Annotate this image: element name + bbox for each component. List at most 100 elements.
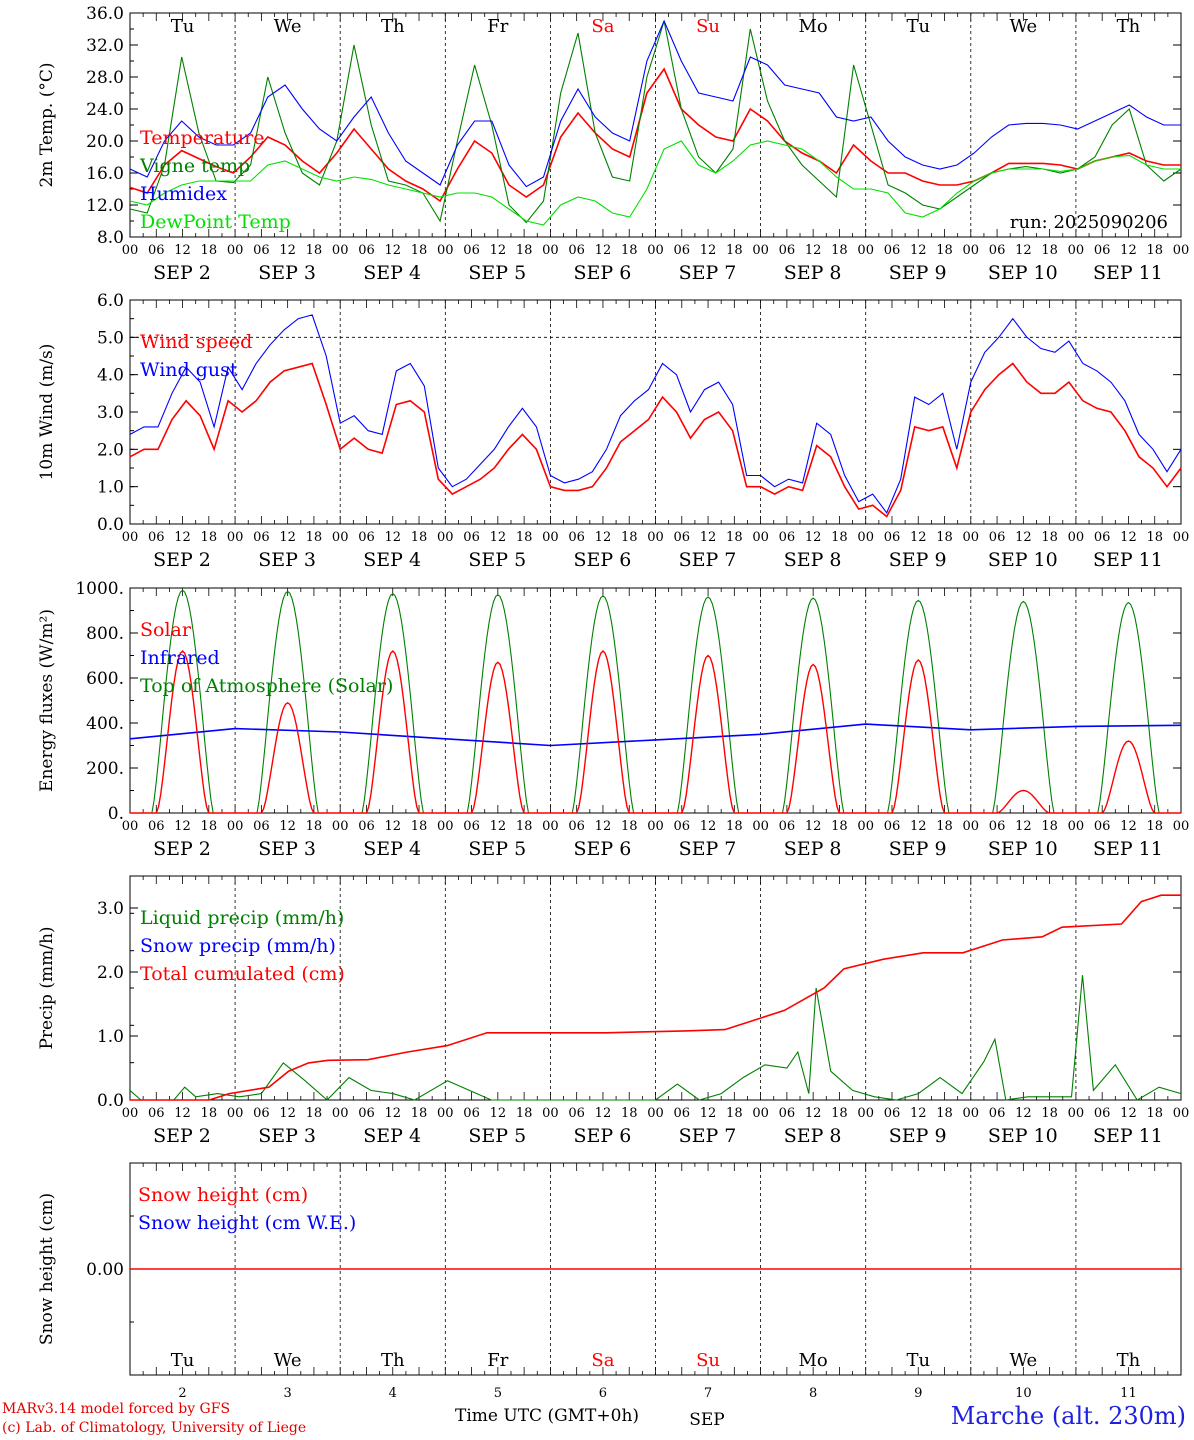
hour-tick-label: 00 bbox=[1173, 243, 1190, 258]
hour-tick-label: 12 bbox=[279, 243, 296, 258]
date-label: SEP 8 bbox=[784, 262, 842, 284]
y-tick-label: 36.0 bbox=[86, 4, 124, 24]
hour-tick-label: 00 bbox=[857, 243, 874, 258]
date-label: SEP 2 bbox=[153, 838, 211, 860]
hour-tick-label: 00 bbox=[857, 530, 874, 545]
hour-tick-label: 12 bbox=[384, 819, 401, 834]
hour-tick-label: 00 bbox=[227, 243, 244, 258]
legend-entry: Wind gust bbox=[140, 359, 238, 381]
hour-tick-label: 06 bbox=[989, 530, 1006, 545]
hour-tick-label: 12 bbox=[595, 530, 612, 545]
date-label: SEP 3 bbox=[258, 838, 316, 860]
hour-tick-label: 06 bbox=[463, 819, 480, 834]
hour-tick-label: 00 bbox=[227, 530, 244, 545]
y-axis-title: 10m Wind (m/s) bbox=[37, 344, 57, 481]
hour-tick-label: 18 bbox=[411, 243, 428, 258]
y-tick-label: 0.0 bbox=[97, 515, 124, 535]
y-tick-label: 4.0 bbox=[97, 366, 124, 386]
y-tick-label: 0. bbox=[108, 804, 124, 824]
weekday-label: Sa bbox=[591, 1350, 614, 1371]
y-tick-label: 1.0 bbox=[97, 1027, 124, 1047]
series-temperature bbox=[129, 67, 1181, 203]
hour-tick-label: 06 bbox=[779, 1106, 796, 1121]
hour-tick-label: 12 bbox=[805, 530, 822, 545]
date-label: SEP 10 bbox=[988, 1125, 1058, 1147]
hour-tick-label: 18 bbox=[411, 819, 428, 834]
hour-tick-label: 06 bbox=[358, 819, 375, 834]
hour-tick-label: 06 bbox=[674, 530, 691, 545]
y-tick-label: 0.00 bbox=[86, 1260, 124, 1280]
y-tick-label: 1.0 bbox=[97, 478, 124, 498]
hour-tick-label: 12 bbox=[174, 530, 191, 545]
date-label: SEP 3 bbox=[258, 262, 316, 284]
copyright: (c) Lab. of Climatology, University of L… bbox=[2, 1420, 307, 1436]
hour-tick-label: 12 bbox=[384, 530, 401, 545]
date-label: SEP 8 bbox=[784, 1125, 842, 1147]
hour-tick-label: 12 bbox=[490, 243, 507, 258]
legend-entry: Snow height (cm) bbox=[138, 1184, 308, 1206]
hour-tick-label: 06 bbox=[568, 1106, 585, 1121]
hour-tick-label: 06 bbox=[358, 530, 375, 545]
date-label: SEP 5 bbox=[468, 1125, 526, 1147]
hour-tick-label: 00 bbox=[1068, 243, 1085, 258]
series-wind-speed bbox=[129, 362, 1182, 518]
y-tick-label: 32.0 bbox=[86, 36, 124, 56]
hour-tick-label: 18 bbox=[621, 243, 638, 258]
hour-tick-label: 06 bbox=[884, 530, 901, 545]
hour-tick-label: 18 bbox=[621, 819, 638, 834]
hour-tick-label: 00 bbox=[752, 530, 769, 545]
hour-tick-label: 00 bbox=[963, 819, 980, 834]
hour-tick-label: 18 bbox=[831, 530, 848, 545]
panel-2: 0.0 1.0 2.0 3.0 4.0 5.0 6.0 10m Wind (m/s) Wind … bbox=[37, 291, 1189, 571]
hour-tick-label: 12 bbox=[805, 243, 822, 258]
hour-tick-label: 00 bbox=[332, 243, 349, 258]
hour-tick-label: 00 bbox=[752, 819, 769, 834]
y-tick-label: 400. bbox=[86, 714, 124, 734]
date-label: SEP 6 bbox=[573, 838, 631, 860]
date-label: SEP 6 bbox=[573, 549, 631, 571]
hour-tick-label: 06 bbox=[1094, 819, 1111, 834]
date-label: SEP 6 bbox=[573, 1125, 631, 1147]
hour-tick-label: 18 bbox=[306, 530, 323, 545]
hour-tick-label: 12 bbox=[279, 819, 296, 834]
hour-tick-label: 12 bbox=[490, 1106, 507, 1121]
y-axis-title: Precip (mm/h) bbox=[37, 926, 57, 1049]
day-number-label: 11 bbox=[1120, 1386, 1137, 1401]
hour-tick-label: 00 bbox=[963, 1106, 980, 1121]
hour-tick-label: 00 bbox=[857, 1106, 874, 1121]
hour-tick-label: 00 bbox=[1173, 1106, 1190, 1121]
hour-tick-label: 06 bbox=[884, 243, 901, 258]
y-tick-label: 0.0 bbox=[97, 1091, 124, 1111]
legend-entry: Solar bbox=[140, 619, 192, 641]
panel-1: 8.0 12.0 16.0 20.0 24.0 28.0 32.0 36.0 2m Temp. … bbox=[37, 4, 1189, 284]
hour-tick-label: 06 bbox=[253, 530, 270, 545]
run-label: run: 2025090206 bbox=[1010, 212, 1168, 233]
hour-tick-label: 00 bbox=[542, 243, 559, 258]
y-tick-label: 16.0 bbox=[86, 164, 124, 184]
date-label: SEP 3 bbox=[258, 549, 316, 571]
hour-tick-label: 12 bbox=[595, 243, 612, 258]
hour-tick-label: 18 bbox=[516, 530, 533, 545]
series-solar bbox=[130, 649, 1181, 814]
hour-tick-label: 12 bbox=[1120, 1106, 1137, 1121]
day-number-label: 3 bbox=[284, 1386, 292, 1401]
hour-tick-label: 12 bbox=[279, 1106, 296, 1121]
hour-tick-label: 06 bbox=[989, 243, 1006, 258]
hour-tick-label: 18 bbox=[1041, 1106, 1058, 1121]
weekday-label: We bbox=[1010, 1350, 1038, 1371]
hour-tick-label: 06 bbox=[674, 1106, 691, 1121]
date-label: SEP 11 bbox=[1093, 1125, 1163, 1147]
day-number-label: 2 bbox=[178, 1386, 186, 1401]
series-dewpoint-temp bbox=[129, 140, 1181, 226]
y-tick-label: 8.0 bbox=[97, 228, 124, 248]
series-infrared bbox=[129, 723, 1182, 747]
day-number-label: 8 bbox=[809, 1386, 817, 1401]
hour-tick-label: 06 bbox=[1094, 243, 1111, 258]
y-tick-label: 2.0 bbox=[97, 440, 124, 460]
hour-tick-label: 12 bbox=[805, 819, 822, 834]
hour-tick-label: 12 bbox=[1015, 243, 1032, 258]
hour-tick-label: 00 bbox=[437, 819, 454, 834]
date-label: SEP 4 bbox=[363, 1125, 421, 1147]
hour-tick-label: 12 bbox=[1015, 1106, 1032, 1121]
